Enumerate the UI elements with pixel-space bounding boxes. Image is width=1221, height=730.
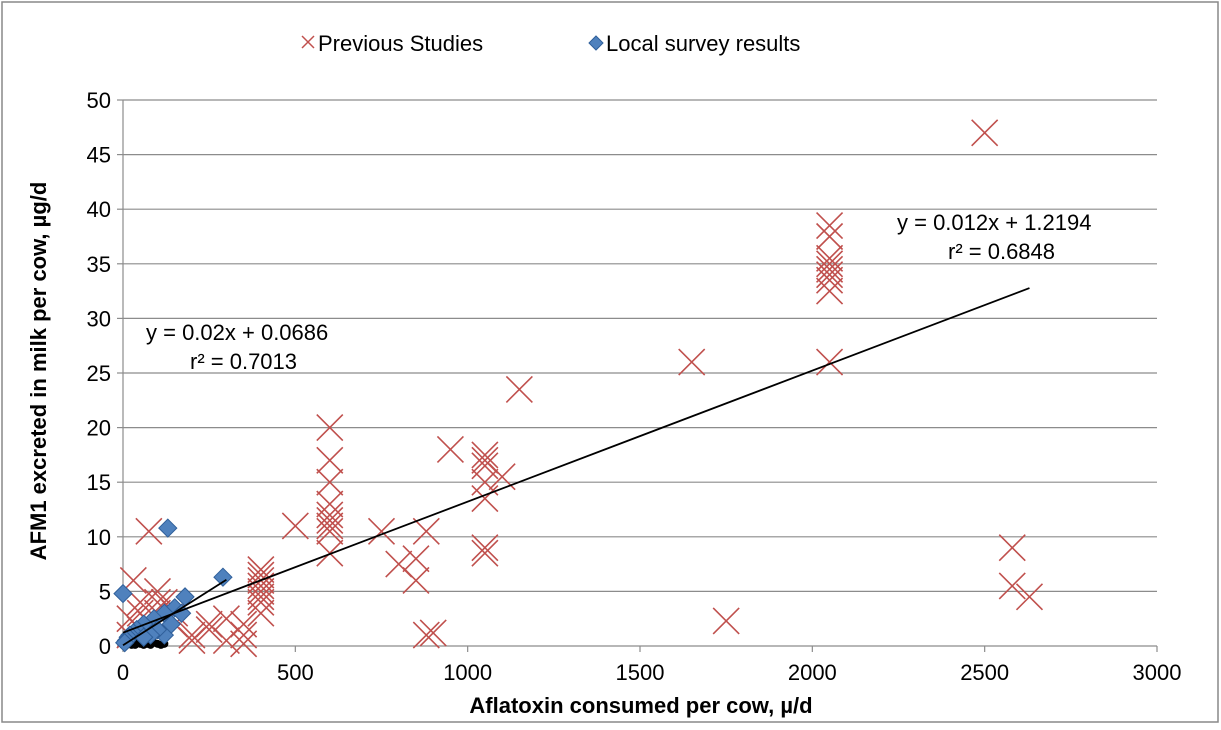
x-tick-label: 1500 bbox=[616, 660, 665, 685]
x-point bbox=[998, 572, 1026, 600]
x-point bbox=[471, 534, 499, 562]
trend-r2-right: r² = 0.6848 bbox=[948, 239, 1055, 264]
x-point bbox=[178, 621, 206, 649]
trend-r2-left: r² = 0.7013 bbox=[190, 349, 297, 374]
trendline-1 bbox=[122, 287, 1030, 634]
x-point bbox=[998, 534, 1026, 562]
x-point bbox=[135, 517, 163, 545]
x-point bbox=[316, 517, 344, 545]
y-tick-label: 40 bbox=[87, 197, 111, 222]
x-point bbox=[471, 485, 499, 513]
y-tick-label: 10 bbox=[87, 525, 111, 550]
x-point bbox=[412, 517, 440, 545]
y-tick-label: 50 bbox=[87, 88, 111, 113]
x-point bbox=[1015, 583, 1044, 611]
diamond-point bbox=[158, 518, 178, 538]
x-tick-label: 2000 bbox=[788, 660, 837, 685]
diamond-point bbox=[133, 627, 154, 647]
trendlines bbox=[122, 287, 1030, 647]
x-point bbox=[402, 566, 430, 595]
legend-label-previous-studies: Previous Studies bbox=[318, 31, 483, 56]
legend: Previous Studies Local survey results bbox=[301, 31, 800, 56]
x-point bbox=[281, 512, 309, 540]
y-tick-label: 45 bbox=[87, 143, 111, 168]
legend-label-local-survey: Local survey results bbox=[606, 31, 800, 56]
x-point bbox=[230, 630, 258, 658]
axes bbox=[117, 99, 1158, 652]
x-point bbox=[471, 539, 499, 567]
trend-equation-right: y = 0.012x + 1.2194 bbox=[897, 210, 1092, 235]
x-point bbox=[712, 607, 740, 635]
y-tick-label: 0 bbox=[99, 634, 111, 659]
x-point bbox=[316, 506, 344, 534]
x-point bbox=[816, 212, 844, 240]
x-point bbox=[316, 468, 344, 496]
x-point bbox=[816, 266, 844, 294]
series-local-survey bbox=[113, 518, 233, 653]
legend-item-local-survey: Local survey results bbox=[588, 31, 800, 56]
gridlines bbox=[123, 99, 1157, 593]
x-tick-label: 500 bbox=[277, 660, 314, 685]
y-axis-title: AFM1 excreted in milk per cow, µg/d bbox=[26, 182, 51, 561]
x-point bbox=[419, 619, 447, 647]
y-tick-label: 15 bbox=[87, 470, 111, 495]
x-point bbox=[402, 545, 430, 573]
x-point bbox=[505, 375, 533, 403]
trend-equation-left: y = 0.02x + 0.0686 bbox=[146, 320, 328, 345]
legend-item-previous-studies: Previous Studies bbox=[301, 31, 483, 56]
y-tick-label: 5 bbox=[99, 579, 111, 604]
y-tick-label: 35 bbox=[87, 252, 111, 277]
x-point bbox=[816, 277, 844, 305]
y-tick-label: 30 bbox=[87, 306, 111, 331]
x-point bbox=[678, 348, 706, 376]
x-point bbox=[367, 517, 396, 545]
x-marker-icon bbox=[301, 35, 315, 49]
x-point bbox=[971, 119, 999, 147]
x-point bbox=[316, 414, 344, 442]
x-tick-label: 3000 bbox=[1133, 660, 1182, 685]
x-tick-label: 0 bbox=[117, 660, 129, 685]
x-point bbox=[247, 588, 275, 616]
x-point bbox=[471, 441, 499, 469]
series-previous-studies bbox=[116, 119, 1044, 658]
diamond-point bbox=[161, 614, 181, 634]
x-point bbox=[816, 255, 844, 283]
x-tick-label: 1000 bbox=[443, 660, 492, 685]
x-point bbox=[816, 348, 844, 376]
diamond-marker-icon bbox=[588, 35, 604, 51]
diamond-point bbox=[213, 567, 233, 587]
y-tick-label: 25 bbox=[87, 361, 111, 386]
x-point bbox=[436, 435, 464, 464]
x-point bbox=[316, 512, 344, 540]
x-point bbox=[412, 621, 440, 649]
x-point bbox=[247, 599, 275, 627]
diamond-point bbox=[113, 583, 133, 604]
x-point bbox=[212, 605, 240, 633]
x-tick-label: 2500 bbox=[960, 660, 1009, 685]
y-tick-label: 20 bbox=[87, 416, 111, 441]
x-point bbox=[316, 446, 344, 474]
x-axis-title: Aflatoxin consumed per cow, µ/d bbox=[469, 693, 812, 718]
x-point bbox=[816, 222, 844, 251]
x-point bbox=[195, 616, 223, 644]
